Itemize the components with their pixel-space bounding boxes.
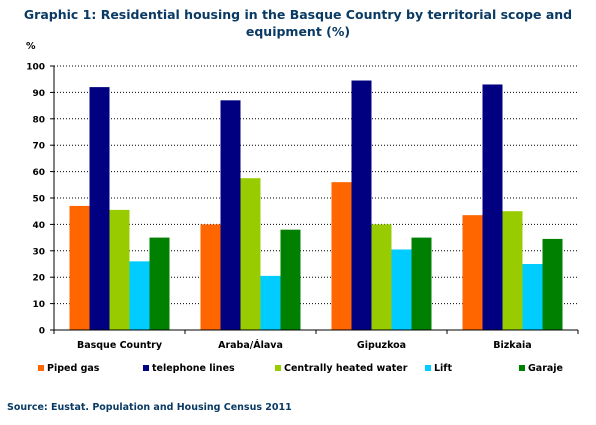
legend: Piped gas telephone lines Centrally heated… <box>38 363 563 374</box>
bar-0-1 <box>89 87 110 331</box>
bars <box>69 80 563 331</box>
bar-0-2 <box>109 209 130 330</box>
legend-entry: Garaje <box>528 363 563 374</box>
bar-1-1 <box>220 100 241 330</box>
bar-1-2 <box>240 178 261 330</box>
bar-3-3 <box>522 264 543 330</box>
bar-1-3 <box>260 275 281 330</box>
legend-swatch <box>38 365 44 371</box>
y-tick-label: 70 <box>32 142 45 152</box>
legend-entry: telephone lines <box>152 363 235 374</box>
legend-swatch <box>425 365 431 371</box>
bar-2-0 <box>331 182 352 330</box>
bar-0-0 <box>69 205 90 330</box>
category-labels: Basque Country Araba/Álava Gipuzkoa Bizkaia <box>77 339 532 351</box>
legend-swatch <box>519 365 525 371</box>
category-label: Bizkaia <box>493 340 531 351</box>
bar-1-0 <box>200 224 221 330</box>
y-tick-label: 50 <box>32 195 45 205</box>
legend-entry: Centrally heated water <box>284 363 408 374</box>
y-tick-label: 100 <box>26 63 45 73</box>
y-tick-label: 20 <box>32 274 45 284</box>
category-label: Gipuzkoa <box>357 340 406 351</box>
source-note: Source: Eustat. Population and Housing C… <box>7 402 292 413</box>
y-axis-label: % <box>26 41 36 52</box>
y-tick-label: 0 <box>39 327 45 337</box>
y-tick-labels: 0 10 20 30 40 50 60 70 80 90 100 <box>26 63 54 337</box>
bar-3-2 <box>502 211 523 330</box>
y-tick-label: 10 <box>32 300 45 310</box>
bar-0-4 <box>149 237 170 330</box>
y-tick-label: 80 <box>32 115 45 125</box>
y-tick-label: 30 <box>32 247 45 257</box>
bar-3-0 <box>462 215 483 330</box>
legend-entry: Lift <box>434 363 452 374</box>
bar-2-1 <box>351 80 372 331</box>
legend-entry: Piped gas <box>47 363 100 374</box>
y-tick-label: 40 <box>32 221 45 231</box>
bar-2-2 <box>371 224 392 330</box>
bar-1-4 <box>280 229 301 330</box>
bar-2-3 <box>391 249 412 330</box>
bar-0-3 <box>129 261 150 330</box>
legend-swatch <box>275 365 281 371</box>
category-label: Basque Country <box>77 340 163 351</box>
y-tick-label: 90 <box>32 89 45 99</box>
bar-3-4 <box>542 238 563 330</box>
chart-title: Graphic 1: Residential housing in the Ba… <box>23 7 573 39</box>
bar-3-1 <box>482 84 503 330</box>
legend-swatch <box>143 365 149 371</box>
category-label: Araba/Álava <box>218 339 283 351</box>
bar-2-4 <box>411 237 432 330</box>
y-tick-label: 60 <box>32 168 45 178</box>
